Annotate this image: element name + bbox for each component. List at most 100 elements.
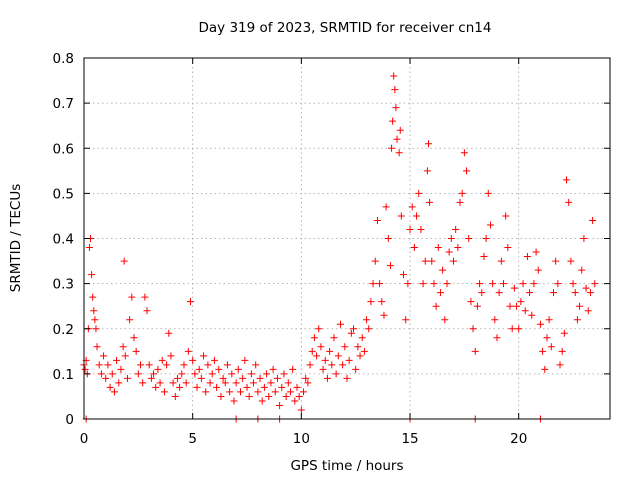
data-point — [319, 365, 327, 373]
data-point — [95, 361, 103, 369]
data-point — [106, 383, 114, 391]
data-point — [150, 370, 158, 378]
y-tick-label: 0 — [65, 412, 74, 428]
data-point — [234, 365, 242, 373]
data-point — [282, 392, 290, 400]
data-point — [395, 149, 403, 157]
data-point — [226, 388, 234, 396]
data-point — [93, 343, 101, 351]
data-point — [215, 365, 223, 373]
data-point — [458, 189, 466, 197]
data-point — [423, 167, 431, 175]
data-point — [269, 365, 277, 373]
data-point — [254, 388, 262, 396]
data-point — [541, 365, 549, 373]
data-point — [302, 374, 310, 382]
data-point — [239, 374, 247, 382]
data-point — [456, 198, 464, 206]
data-point — [119, 343, 127, 351]
y-tick-label: 0.6 — [53, 141, 74, 157]
data-point — [384, 235, 392, 242]
data-point — [143, 307, 151, 315]
data-point — [178, 370, 186, 378]
data-point — [371, 257, 379, 265]
data-point — [200, 352, 208, 360]
data-point — [478, 289, 486, 297]
data-point — [330, 334, 338, 342]
data-point — [365, 325, 373, 333]
data-point — [210, 356, 218, 364]
data-point — [410, 244, 418, 252]
data-point — [184, 347, 192, 355]
data-point — [558, 347, 566, 355]
data-point — [343, 374, 351, 382]
data-point — [232, 379, 240, 387]
data-point — [191, 370, 199, 378]
data-point — [467, 298, 475, 306]
data-point — [425, 140, 433, 148]
data-point — [113, 356, 121, 364]
data-point — [476, 280, 484, 288]
data-point — [471, 347, 479, 355]
data-point — [121, 352, 129, 360]
data-point — [176, 383, 184, 391]
data-point — [515, 325, 523, 333]
data-point — [517, 298, 525, 306]
data-point — [243, 383, 251, 391]
data-point — [543, 334, 551, 342]
data-point — [187, 298, 195, 306]
data-point — [408, 203, 416, 211]
data-point — [489, 280, 497, 288]
data-point — [556, 361, 564, 369]
data-point — [434, 244, 442, 252]
points-layer — [80, 72, 599, 423]
data-point — [195, 365, 203, 373]
data-point — [426, 198, 434, 206]
data-point — [208, 370, 216, 378]
data-point — [323, 374, 331, 382]
data-point — [223, 361, 231, 369]
data-point — [582, 284, 590, 292]
data-point — [460, 149, 468, 157]
data-point — [171, 392, 179, 400]
data-point — [450, 257, 458, 265]
data-point — [400, 271, 408, 279]
data-point — [523, 253, 531, 261]
data-point — [388, 144, 396, 152]
data-point — [473, 302, 481, 310]
data-point — [504, 244, 512, 252]
data-point — [417, 225, 425, 233]
data-point — [447, 235, 455, 242]
data-point — [317, 343, 325, 351]
data-point — [454, 244, 462, 252]
data-point — [256, 374, 264, 382]
data-point — [263, 370, 271, 378]
y-tick-label: 0.7 — [53, 96, 74, 112]
data-point — [508, 325, 516, 333]
data-point — [276, 401, 284, 409]
data-point — [495, 289, 503, 297]
data-point — [439, 266, 447, 274]
data-point — [163, 361, 171, 369]
data-point — [584, 307, 592, 315]
data-point — [386, 262, 394, 270]
data-point — [569, 280, 577, 288]
data-point — [130, 334, 138, 342]
y-tick-label: 0.4 — [53, 232, 74, 248]
data-point — [206, 379, 214, 387]
data-point — [315, 325, 323, 333]
data-point — [139, 379, 147, 387]
data-point — [392, 104, 400, 112]
data-point — [539, 347, 547, 355]
data-point — [102, 374, 110, 382]
data-point — [271, 388, 279, 396]
data-point — [389, 117, 397, 125]
data-point — [120, 257, 128, 265]
data-point — [236, 388, 244, 396]
data-point — [300, 388, 308, 396]
data-point — [193, 383, 201, 391]
data-point — [141, 293, 149, 301]
data-point — [267, 379, 275, 387]
data-point — [396, 126, 404, 134]
